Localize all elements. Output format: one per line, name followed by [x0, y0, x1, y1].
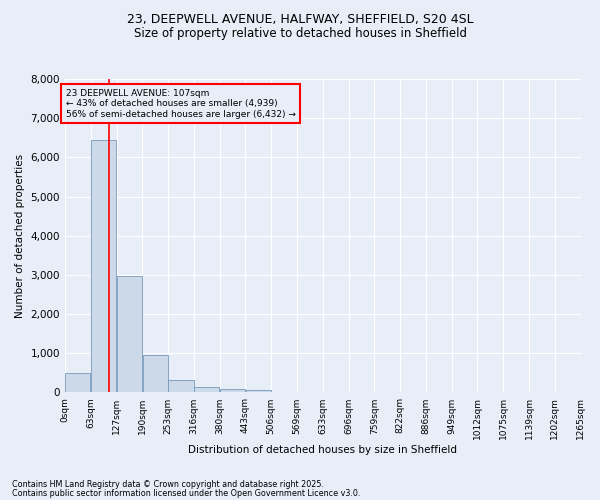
Bar — [168, 380, 194, 392]
Bar — [245, 390, 271, 392]
Y-axis label: Number of detached properties: Number of detached properties — [15, 154, 25, 318]
Bar — [91, 140, 116, 392]
X-axis label: Distribution of detached houses by size in Sheffield: Distribution of detached houses by size … — [188, 445, 457, 455]
Bar — [194, 386, 219, 392]
Bar — [117, 276, 142, 392]
Text: Contains public sector information licensed under the Open Government Licence v3: Contains public sector information licen… — [12, 488, 361, 498]
Text: Contains HM Land Registry data © Crown copyright and database right 2025.: Contains HM Land Registry data © Crown c… — [12, 480, 324, 489]
Bar — [220, 389, 245, 392]
Text: 23 DEEPWELL AVENUE: 107sqm
← 43% of detached houses are smaller (4,939)
56% of s: 23 DEEPWELL AVENUE: 107sqm ← 43% of deta… — [66, 89, 296, 118]
Text: 23, DEEPWELL AVENUE, HALFWAY, SHEFFIELD, S20 4SL: 23, DEEPWELL AVENUE, HALFWAY, SHEFFIELD,… — [127, 12, 473, 26]
Bar — [65, 373, 91, 392]
Text: Size of property relative to detached houses in Sheffield: Size of property relative to detached ho… — [133, 28, 467, 40]
Bar — [143, 355, 168, 393]
